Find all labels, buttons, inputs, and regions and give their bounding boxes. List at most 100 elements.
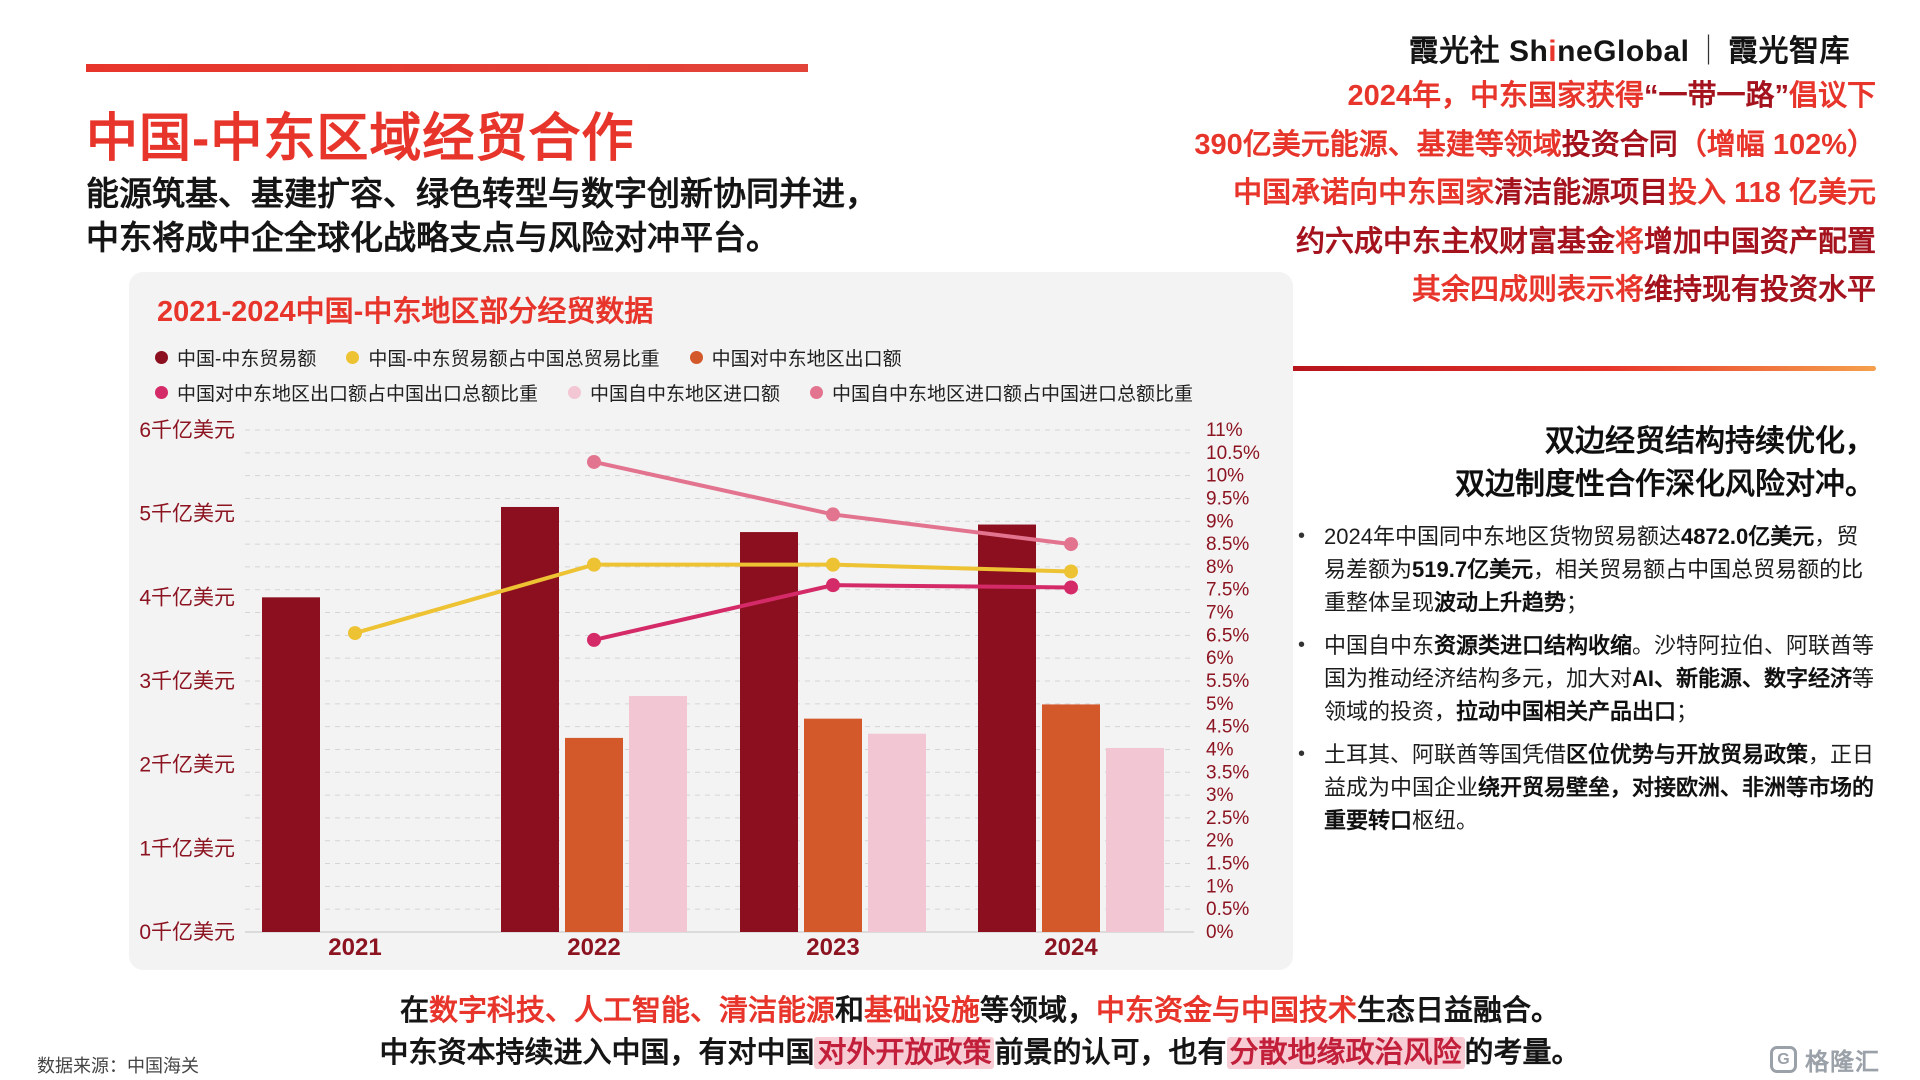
text-segment: 基础设施 xyxy=(863,995,980,1027)
bar xyxy=(804,718,862,932)
bullet-marker: • xyxy=(1298,743,1306,765)
top-red-rule xyxy=(86,64,808,72)
text-segment: “一带一路” xyxy=(1643,80,1789,112)
trade-chart-svg: 0%0.5%1%1.5%2%2.5%3%3.5%4%4.5%5%5.5%6%6.… xyxy=(139,419,1260,961)
footer-summary: 在数字科技、人工智能、清洁能源和基础设施等领域，中东资金与中国技术生态日益融合。… xyxy=(160,990,1800,1074)
right-axis-tick: 4% xyxy=(1206,739,1234,760)
subtitle-line-1: 能源筑基、基建扩容、绿色转型与数字创新协同并进， xyxy=(86,175,878,212)
text-segment: （增幅 102%） xyxy=(1677,128,1876,161)
brand-logo: 霞光社 ShineGlobal ｜霞光智库 xyxy=(1409,26,1850,70)
text-segment: 数字科技、人工智能、清洁能源 xyxy=(428,995,835,1027)
text-segment: 等领域的投资， xyxy=(1324,666,1875,724)
legend-label: 中国-中东贸易额占中国总贸易比重 xyxy=(368,349,660,370)
legend-dot xyxy=(568,386,582,399)
line-dot xyxy=(826,557,840,572)
right-axis-tick: 6% xyxy=(1206,648,1234,669)
bar xyxy=(740,532,798,932)
text-segment: ； xyxy=(1566,590,1589,615)
legend-dot xyxy=(155,351,168,364)
legend-row2: 中国对中东地区出口额占中国出口总额比重 中国自中东地区进口额 中国自中东地区进口额占… xyxy=(155,379,1293,406)
text-segment: 土耳其、阿联酋等国凭借 xyxy=(1324,742,1567,767)
bar xyxy=(501,506,559,932)
x-axis-label: 2021 xyxy=(328,934,381,961)
text-segment: 4872.0亿美元 xyxy=(1680,524,1815,549)
x-axis-label: 2023 xyxy=(806,934,859,961)
legend-label: 中国自中东地区进口额占中国进口总额比重 xyxy=(832,384,1194,405)
insight-bullet-text: 2024年中国同中东地区货物贸易额达4872.0亿美元，贸易差额为519.7亿美… xyxy=(1324,520,1875,619)
left-axis-tick: 4千亿美元 xyxy=(139,586,235,609)
data-source: 数据来源：中国海关 xyxy=(37,1056,199,1076)
gradient-divider xyxy=(1280,366,1876,371)
text-segment: 增加中国资产配置 xyxy=(1643,225,1876,258)
line-dot xyxy=(826,578,840,593)
bar xyxy=(868,733,926,932)
bar xyxy=(565,737,623,932)
right-axis-tick: 10.5% xyxy=(1206,443,1260,464)
text-segment: 枢纽。 xyxy=(1412,808,1479,833)
headline-line: 390亿美元能源、基建等领域投资合同（增幅 102%） xyxy=(1194,121,1876,170)
text-segment: 维持现有投资水平 xyxy=(1643,274,1876,306)
chart-panel: 2021-2024中国-中东地区部分经贸数据 中国-中东贸易额 中国-中东贸易额占… xyxy=(129,272,1293,970)
right-axis-tick: 2% xyxy=(1206,831,1234,852)
text-segment: 生态日益融合。 xyxy=(1357,995,1561,1027)
headline-line: 其余四成则表示将维持现有投资水平 xyxy=(1194,266,1876,315)
page-subtitle: 能源筑基、基建扩容、绿色转型与数字创新协同并进， 中东将成中企全球化战略支点与风… xyxy=(86,172,878,260)
legend-label: 中国-中东贸易额 xyxy=(177,349,317,370)
text-segment: 中东资金与中国技术 xyxy=(1096,995,1358,1027)
insights-panel: 双边经贸结构持续优化， 双边制度性合作深化风险对冲。 • 2024年中国同中东地… xyxy=(1298,420,1875,847)
text-segment: 其余四成则表示将 xyxy=(1411,274,1644,306)
right-axis-tick: 6.5% xyxy=(1206,625,1249,646)
gelonghui-logo: G 格隆汇 xyxy=(1770,1042,1880,1077)
line-dot xyxy=(1064,580,1078,595)
left-axis-tick: 5千亿美元 xyxy=(139,503,235,526)
text-segment: 的考量。 xyxy=(1464,1037,1581,1069)
insight-bullet: • 2024年中国同中东地区货物贸易额达4872.0亿美元，贸易差额为519.7… xyxy=(1298,520,1875,619)
right-axis-tick: 9.5% xyxy=(1206,488,1249,509)
right-axis-tick: 7% xyxy=(1206,603,1234,624)
insight-bullet-text: 土耳其、阿联酋等国凭借区位优势与开放贸易政策，正日益成为中国企业绕开贸易壁垒，对… xyxy=(1324,738,1875,837)
legend-dot xyxy=(155,386,168,399)
insight-bullet-text: 中国自中东资源类进口结构收缩。沙特阿拉伯、阿联酋等国为推动经济结构多元，加大对A… xyxy=(1324,629,1875,728)
text-segment: 2024年中国同中东地区货物贸易额达 xyxy=(1324,524,1681,549)
left-axis-tick: 6千亿美元 xyxy=(139,419,235,442)
line-dot xyxy=(348,626,362,641)
legend-dot xyxy=(346,351,360,364)
text-segment: 中国承诺向中东国家 xyxy=(1233,177,1495,209)
text-segment: ，对接欧洲、非洲等市场的重要转口 xyxy=(1324,775,1875,833)
legend-item: 中国-中东贸易额 xyxy=(155,344,316,371)
brand-shine-sh: Sh xyxy=(1508,35,1549,68)
insights-heading-line-2: 双边制度性合作深化风险对冲。 xyxy=(1455,468,1875,501)
text-segment: 清洁能源项目 xyxy=(1494,177,1669,209)
line-series xyxy=(354,562,1072,636)
brand-cn-prefix: 霞光社 xyxy=(1408,35,1509,68)
page-title: 中国-中东区域经贸合作 xyxy=(86,110,635,168)
right-axis-tick: 0% xyxy=(1206,922,1234,943)
chart-legend: 中国-中东贸易额 中国-中东贸易额占中国总贸易比重 中国对中东地区出口额 中国对中东… xyxy=(129,344,1293,406)
bar xyxy=(262,597,320,932)
text-segment: 波动上升趋势 xyxy=(1434,590,1567,615)
line-dot xyxy=(1064,537,1078,552)
right-axis-tick: 0.5% xyxy=(1206,899,1249,920)
headline-block: 2024年，中东国家获得“一带一路”倡议下 390亿美元能源、基建等领域投资合同… xyxy=(1194,72,1876,315)
footer-line-1: 在数字科技、人工智能、清洁能源和基础设施等领域，中东资金与中国技术生态日益融合。 xyxy=(160,990,1800,1032)
insights-heading-line-1: 双边经贸结构持续优化， xyxy=(1545,425,1875,458)
legend-label: 中国对中东地区出口额占中国出口总额比重 xyxy=(177,384,539,405)
text-segment: 。沙特阿拉伯、阿联酋等国为推动经济结构多元，加大对 xyxy=(1324,633,1875,691)
legend-label: 中国对中东地区出口额 xyxy=(711,349,902,370)
text-segment: 拉动中国相关产品出口 xyxy=(1456,699,1677,724)
legend-item: 中国对中东地区出口额占中国出口总额比重 xyxy=(155,379,538,406)
gelonghui-text: 格隆汇 xyxy=(1805,1049,1880,1076)
insights-heading: 双边经贸结构持续优化， 双边制度性合作深化风险对冲。 xyxy=(1298,420,1875,506)
right-axis-tick: 7.5% xyxy=(1206,580,1249,601)
text-segment: 中国自中东 xyxy=(1324,633,1435,658)
headline-line: 中国承诺向中东国家清洁能源项目投入 118 亿美元 xyxy=(1194,169,1876,218)
bullet-marker: • xyxy=(1298,634,1306,656)
right-axis-tick: 10% xyxy=(1206,466,1244,487)
text-segment: 将 xyxy=(1614,225,1644,258)
text-segment: 前景的认可，也有 xyxy=(994,1037,1227,1069)
brand-cn-suffix: 霞光智库 xyxy=(1728,35,1850,68)
text-segment: AI、新能源、数字经济 xyxy=(1632,666,1853,691)
legend-item: 中国自中东地区进口额占中国进口总额比重 xyxy=(810,379,1193,406)
bar xyxy=(629,696,687,932)
